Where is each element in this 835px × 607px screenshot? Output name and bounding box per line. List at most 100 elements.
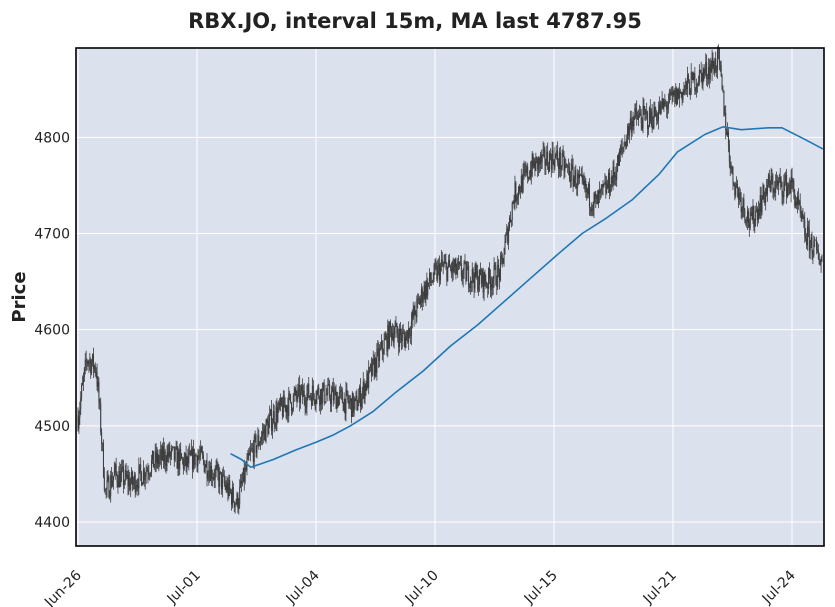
candle-body bbox=[552, 149, 554, 162]
candle-body bbox=[683, 90, 685, 92]
candle-body bbox=[402, 332, 404, 334]
candle-body bbox=[411, 311, 413, 322]
candle-body bbox=[267, 422, 269, 435]
candle-body bbox=[814, 239, 816, 242]
candle-body bbox=[302, 390, 304, 397]
candle-body bbox=[644, 110, 646, 114]
candle-body bbox=[489, 278, 491, 290]
candle-body bbox=[778, 180, 780, 182]
candle-body bbox=[257, 435, 259, 446]
candle-body bbox=[304, 400, 306, 407]
x-tick-label: Jul-24 bbox=[759, 567, 799, 607]
candle-body bbox=[454, 259, 456, 268]
candle-body bbox=[725, 112, 727, 131]
candle-body bbox=[399, 328, 401, 347]
candle-body bbox=[191, 448, 193, 456]
candle-body bbox=[128, 478, 130, 486]
candle-body bbox=[120, 472, 122, 487]
candle-body bbox=[617, 155, 619, 172]
candle-body bbox=[431, 281, 433, 283]
candle-body bbox=[628, 126, 630, 136]
candle-body bbox=[487, 285, 489, 289]
candle-body bbox=[300, 385, 302, 391]
candle-body bbox=[816, 240, 818, 251]
candle-body bbox=[709, 64, 711, 80]
candle-body bbox=[812, 253, 814, 256]
candle-body bbox=[688, 82, 690, 95]
candle-body bbox=[486, 285, 488, 287]
candle-body bbox=[371, 358, 373, 376]
candle-body bbox=[717, 48, 719, 50]
candle-body bbox=[791, 176, 793, 183]
x-tick-label: Jul-01 bbox=[164, 568, 204, 607]
candle-body bbox=[651, 111, 653, 126]
candle-body bbox=[790, 176, 792, 194]
candle-body bbox=[336, 396, 338, 409]
candle-body bbox=[660, 102, 662, 114]
candle-body bbox=[103, 476, 105, 491]
candle-body bbox=[463, 262, 465, 271]
candle-body bbox=[590, 207, 592, 212]
candle-body bbox=[171, 447, 173, 449]
candle-body bbox=[92, 354, 94, 370]
candle-body bbox=[579, 174, 581, 176]
candle-body bbox=[187, 456, 189, 464]
candle-body bbox=[514, 182, 516, 204]
candle-body bbox=[516, 198, 518, 201]
candle-body bbox=[679, 90, 681, 94]
candle-body bbox=[422, 297, 424, 303]
candle-body bbox=[130, 482, 132, 490]
candle-body bbox=[645, 111, 647, 114]
candle-body bbox=[797, 196, 799, 205]
candle-body bbox=[510, 220, 512, 222]
candle-body bbox=[387, 325, 389, 352]
candle-body bbox=[299, 384, 301, 403]
candle-body bbox=[663, 101, 665, 108]
candle-body bbox=[700, 69, 702, 73]
candle-body bbox=[795, 201, 797, 207]
candle-body bbox=[696, 83, 698, 90]
candle-body bbox=[818, 259, 820, 265]
candle-body bbox=[149, 474, 151, 476]
candle-body bbox=[769, 182, 771, 191]
candle-body bbox=[357, 406, 359, 411]
candle-body bbox=[806, 238, 808, 246]
candle-body bbox=[675, 87, 677, 104]
candle-body bbox=[413, 306, 415, 318]
candle-body bbox=[594, 193, 596, 199]
candle-body bbox=[245, 468, 247, 470]
candle-body bbox=[142, 469, 144, 483]
candle-body bbox=[118, 470, 120, 488]
candle-body bbox=[634, 108, 636, 118]
candle-body bbox=[439, 263, 441, 281]
x-tick-label: Jun-26 bbox=[41, 567, 85, 607]
candle-body bbox=[482, 269, 484, 293]
candle-body bbox=[301, 385, 303, 397]
candle-body bbox=[170, 453, 172, 457]
candle-body bbox=[636, 109, 638, 118]
candle-body bbox=[657, 120, 659, 122]
candle-body bbox=[446, 263, 448, 281]
candle-body bbox=[641, 123, 643, 129]
candle-body bbox=[604, 181, 606, 184]
candle-body bbox=[582, 175, 584, 181]
candle-body bbox=[665, 102, 667, 104]
candle-body bbox=[406, 330, 408, 337]
candle-body bbox=[576, 187, 578, 189]
candle-body bbox=[512, 202, 514, 204]
candle-body bbox=[305, 406, 307, 408]
candle-body bbox=[231, 486, 233, 505]
candle-body bbox=[405, 336, 407, 348]
candle-body bbox=[211, 477, 213, 479]
candle-body bbox=[171, 448, 173, 454]
candle-body bbox=[314, 401, 316, 404]
candle-body bbox=[126, 474, 128, 478]
candle-body bbox=[325, 394, 327, 402]
candle-body bbox=[545, 164, 547, 166]
candle-body bbox=[459, 262, 461, 265]
candle-body bbox=[215, 467, 217, 471]
candle-body bbox=[306, 393, 308, 407]
candle-body bbox=[342, 403, 344, 411]
candle-body bbox=[121, 468, 123, 473]
candle-body bbox=[379, 349, 381, 361]
